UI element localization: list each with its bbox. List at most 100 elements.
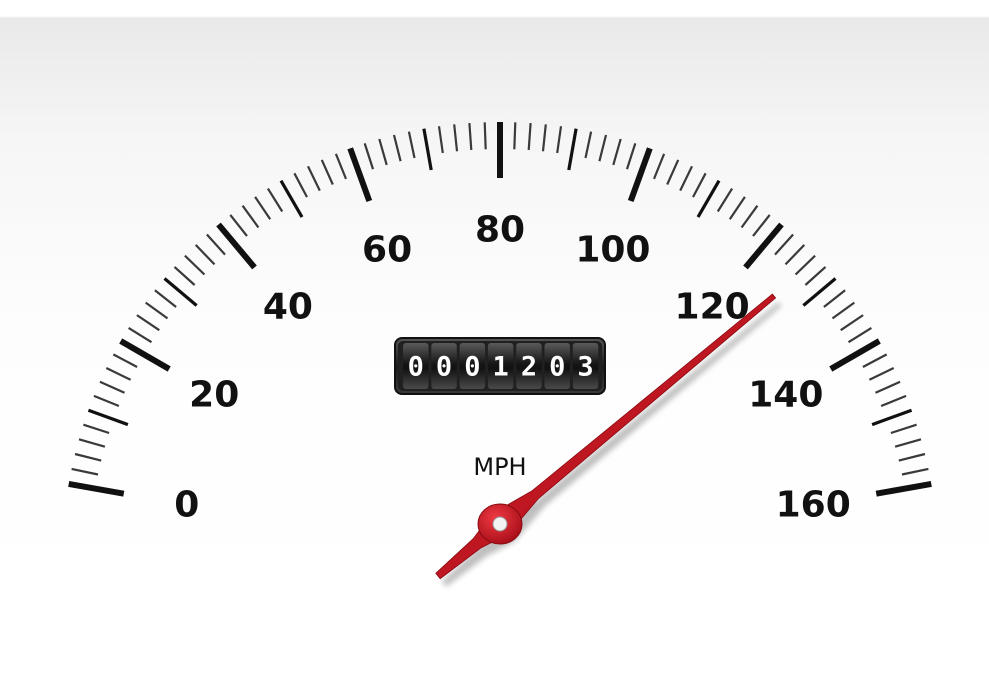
minor-tick <box>128 326 153 344</box>
needle-pin <box>492 516 508 532</box>
minor-tick <box>831 301 855 320</box>
minor-tick <box>652 153 666 180</box>
minor-tick <box>483 122 487 150</box>
minor-tick <box>71 467 99 476</box>
mid-tick <box>87 408 129 427</box>
major-tick <box>347 147 373 203</box>
odometer-cell <box>487 343 514 389</box>
speed-label-120: 120 <box>675 287 750 328</box>
minor-tick <box>894 438 922 448</box>
speed-label-80: 80 <box>475 210 525 251</box>
minor-tick <box>266 188 284 213</box>
minor-tick <box>184 254 206 276</box>
odometer-digit: 3 <box>577 352 593 383</box>
odometer-digit: 0 <box>549 352 565 383</box>
major-tick <box>875 480 932 497</box>
minor-tick <box>136 314 160 332</box>
odometer-cell <box>516 343 542 389</box>
odometer-cell <box>459 343 486 389</box>
minor-tick <box>112 353 138 368</box>
mid-tick <box>567 128 578 171</box>
minor-tick <box>794 254 816 276</box>
minor-tick <box>83 423 110 435</box>
minor-tick <box>468 123 473 151</box>
minor-tick <box>584 131 593 159</box>
minor-tick <box>598 134 608 162</box>
mid-tick <box>802 277 837 307</box>
speed-label-100: 100 <box>575 229 650 270</box>
major-tick <box>627 147 653 203</box>
odometer-digit: 0 <box>464 352 480 383</box>
minor-tick <box>513 122 517 150</box>
minor-tick <box>752 214 771 237</box>
odometer-cell <box>572 343 599 389</box>
minor-tick <box>774 233 794 256</box>
minor-tick <box>875 380 901 394</box>
minor-tick <box>145 301 169 320</box>
minor-tick <box>320 159 334 185</box>
speed-label-140: 140 <box>748 375 823 416</box>
mid-tick <box>871 408 913 427</box>
minor-tick <box>378 138 388 166</box>
minor-tick <box>728 196 746 220</box>
minor-tick <box>901 467 929 476</box>
minor-tick <box>93 394 120 408</box>
minor-tick <box>105 367 132 381</box>
minor-tick <box>890 423 917 435</box>
major-tick <box>68 480 125 497</box>
minor-tick <box>307 165 321 192</box>
minor-tick <box>74 452 102 462</box>
minor-tick <box>868 367 895 381</box>
odometer-cell <box>403 343 429 389</box>
minor-tick <box>556 126 563 154</box>
minor-tick <box>898 452 926 462</box>
tick-marks <box>68 122 932 497</box>
odometer-digit: 0 <box>436 352 452 383</box>
odometer-digit: 2 <box>521 352 537 383</box>
mid-tick <box>696 179 721 218</box>
minor-tick <box>840 314 864 332</box>
minor-tick <box>804 266 827 286</box>
major-tick <box>743 222 784 270</box>
minor-tick <box>241 205 260 229</box>
unit-label: MPH <box>473 453 526 481</box>
minor-tick <box>527 123 532 151</box>
minor-tick <box>194 244 216 266</box>
speed-scale-labels: 0 20 40 60 80 100 120 140 160 <box>174 210 851 526</box>
minor-tick <box>254 196 272 220</box>
minor-tick <box>823 289 846 308</box>
minor-tick <box>293 172 308 198</box>
minor-tick <box>334 153 348 180</box>
odometer-cell <box>431 343 457 389</box>
minor-tick <box>541 124 547 152</box>
mid-tick <box>279 179 304 218</box>
minor-tick <box>666 159 680 185</box>
minor-tick <box>229 214 248 237</box>
mid-tick <box>422 128 433 171</box>
minor-tick <box>407 131 416 159</box>
minor-tick <box>612 138 622 166</box>
minor-tick <box>625 143 637 170</box>
speed-label-20: 20 <box>189 375 239 416</box>
minor-tick <box>206 233 226 256</box>
minor-tick <box>740 205 759 229</box>
minor-tick <box>392 134 402 162</box>
odometer-digit: 0 <box>408 352 424 383</box>
minor-tick <box>154 289 177 308</box>
minor-tick <box>716 188 734 213</box>
minor-tick <box>847 326 872 344</box>
speed-label-0: 0 <box>174 484 199 525</box>
minor-tick <box>880 394 907 408</box>
major-tick <box>216 222 257 270</box>
major-tick <box>119 338 171 372</box>
major-tick <box>829 338 881 372</box>
minor-tick <box>453 124 459 152</box>
minor-tick <box>679 165 693 192</box>
minor-tick <box>173 266 196 286</box>
minor-tick <box>862 353 888 368</box>
minor-tick <box>363 143 375 170</box>
speed-label-40: 40 <box>263 287 313 328</box>
